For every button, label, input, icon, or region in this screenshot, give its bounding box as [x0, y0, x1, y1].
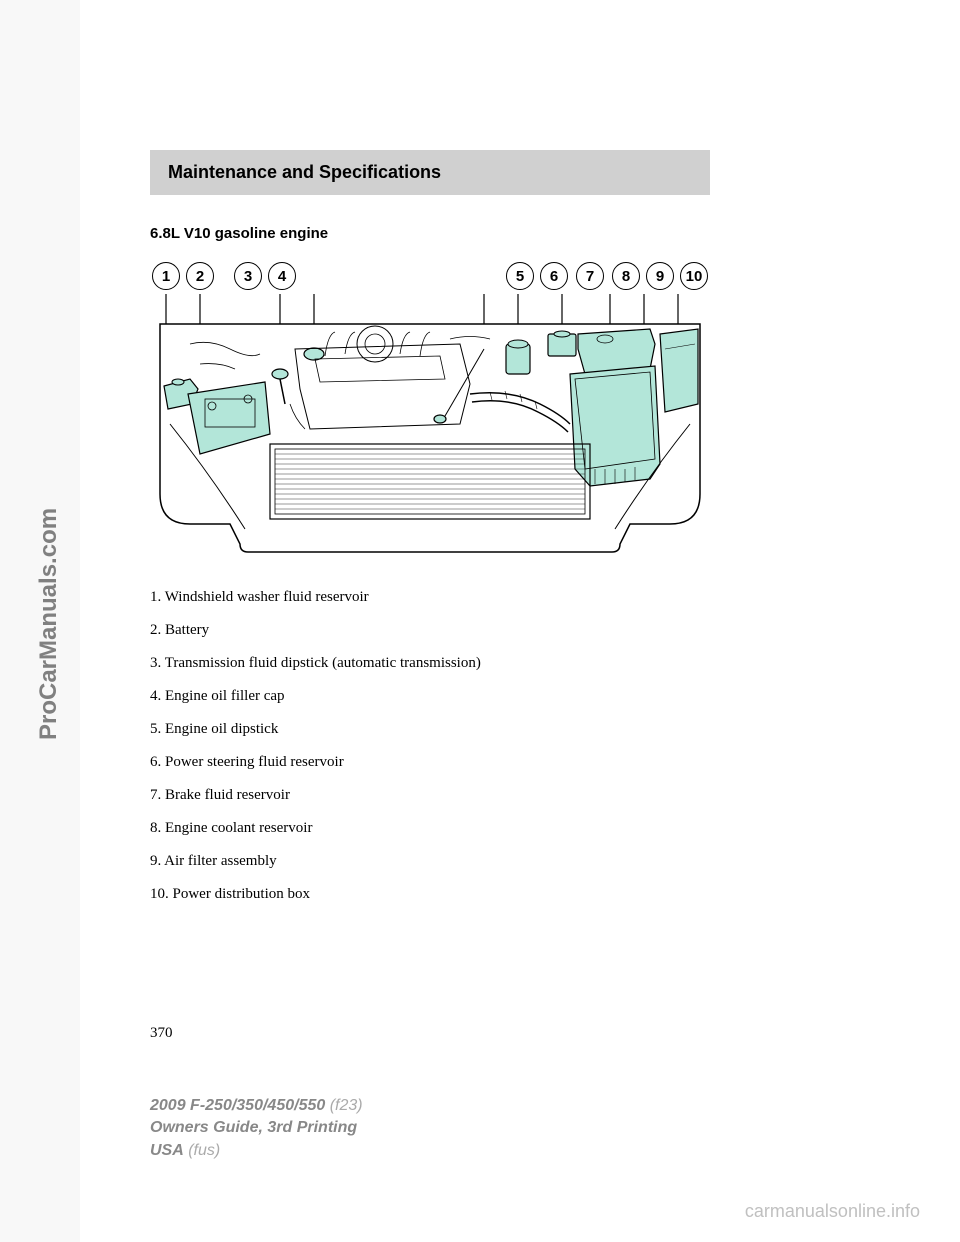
callout-3: 3 — [234, 262, 262, 290]
list-item-9: 9. Air filter assembly — [150, 851, 840, 872]
footer-model-code: (f23) — [325, 1097, 362, 1114]
page-number: 370 — [150, 1025, 173, 1042]
callout-4: 4 — [268, 262, 296, 290]
section-title: Maintenance and Specifications — [168, 162, 441, 182]
callout-8: 8 — [612, 262, 640, 290]
footer-guide: Owners Guide, 3rd Printing — [150, 1119, 357, 1136]
list-item-2: 2. Battery — [150, 620, 840, 641]
callout-10: 10 — [680, 262, 708, 290]
footer-block: 2009 F-250/350/450/550 (f23) Owners Guid… — [150, 1095, 363, 1162]
list-item-3: 3. Transmission fluid dipstick (automati… — [150, 653, 840, 674]
list-item-7: 7. Brake fluid reservoir — [150, 785, 840, 806]
list-item-5: 5. Engine oil dipstick — [150, 719, 840, 740]
engine-diagram: 1 2 3 4 5 6 7 8 9 10 — [150, 262, 710, 562]
page-content: Maintenance and Specifications 6.8L V10 … — [80, 0, 960, 1242]
side-watermark: ProCarManuals.com — [35, 508, 63, 740]
callout-7: 7 — [576, 262, 604, 290]
list-item-4: 4. Engine oil filler cap — [150, 686, 840, 707]
engine-bay-svg — [150, 294, 710, 554]
list-item-8: 8. Engine coolant reservoir — [150, 818, 840, 839]
footer-model: 2009 F-250/350/450/550 — [150, 1097, 325, 1114]
footer-region: USA — [150, 1142, 184, 1159]
callout-2: 2 — [186, 262, 214, 290]
engine-subtitle: 6.8L V10 gasoline engine — [150, 225, 840, 242]
section-header: Maintenance and Specifications — [150, 150, 710, 195]
callout-9: 9 — [646, 262, 674, 290]
footer-region-code: (fus) — [184, 1142, 220, 1159]
list-item-10: 10. Power distribution box — [150, 884, 840, 905]
bottom-watermark: carmanualsonline.info — [745, 1201, 920, 1222]
list-item-1: 1. Windshield washer fluid reservoir — [150, 587, 840, 608]
callout-5: 5 — [506, 262, 534, 290]
callout-6: 6 — [540, 262, 568, 290]
callout-1: 1 — [152, 262, 180, 290]
list-item-6: 6. Power steering fluid reservoir — [150, 752, 840, 773]
component-list: 1. Windshield washer fluid reservoir 2. … — [150, 587, 840, 905]
